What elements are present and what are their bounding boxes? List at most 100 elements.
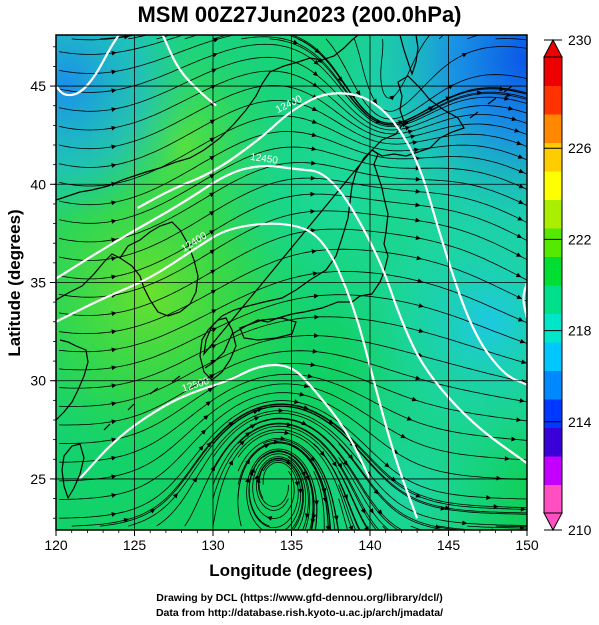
streamline xyxy=(59,210,527,298)
streamline xyxy=(338,457,390,530)
streamline xyxy=(257,457,305,530)
colorbar-segment xyxy=(544,427,562,457)
streamline-arrow xyxy=(412,140,418,146)
streamline-arrow xyxy=(111,107,117,112)
streamline-arrow xyxy=(355,90,361,96)
height-contour xyxy=(78,363,371,480)
streamline-arrow xyxy=(149,508,156,514)
streamline-arrow xyxy=(415,375,421,381)
streamline-arrow xyxy=(516,140,522,146)
streamline-arrow xyxy=(265,28,270,33)
streamline-arrow xyxy=(511,436,517,442)
colorbar-segment xyxy=(544,313,562,343)
streamline-arrow xyxy=(418,328,425,333)
streamline xyxy=(59,248,527,334)
streamline-arrow xyxy=(111,401,117,407)
streamline xyxy=(237,442,329,530)
streamline-arrow xyxy=(311,132,318,138)
y-tick-label: 30 xyxy=(30,373,46,389)
x-tick-label: 130 xyxy=(201,537,225,553)
coastline-japan-hokkaido xyxy=(371,75,465,157)
streamline xyxy=(59,100,527,168)
streamline-arrow xyxy=(198,445,204,451)
coastlines xyxy=(56,35,513,500)
streamline xyxy=(269,38,527,126)
streamline-arrow xyxy=(515,272,522,278)
streamline-arrow xyxy=(496,475,502,481)
y-tick-label: 25 xyxy=(30,471,46,487)
streamline-arrow xyxy=(254,416,260,421)
streamline-arrow xyxy=(472,530,477,535)
streamline-arrow xyxy=(407,129,414,135)
streamline-arrow xyxy=(310,362,316,368)
streamline-arrow xyxy=(416,255,422,261)
streamline-arrow xyxy=(389,95,395,101)
streamline xyxy=(59,270,527,353)
streamline-arrow xyxy=(518,168,525,174)
streamline-arrow xyxy=(228,421,234,427)
streamline-arrow xyxy=(461,52,468,58)
streamline-arrow xyxy=(317,57,323,64)
streamline-arrow xyxy=(309,456,315,462)
streamline xyxy=(71,403,527,527)
streamline-arrow xyxy=(506,92,512,98)
streamline-arrow xyxy=(292,39,299,45)
streamline-arrow xyxy=(266,516,273,521)
colorbar: 210 214 218 222 226 230 xyxy=(543,32,592,538)
streamline-arrow xyxy=(462,520,468,526)
streamline-arrow xyxy=(111,274,117,280)
streamline-arrow xyxy=(406,416,413,421)
colorbar-segment xyxy=(544,484,562,514)
streamline-arrow xyxy=(111,493,117,498)
streamline-arrow xyxy=(337,76,343,82)
streamline xyxy=(59,85,527,150)
streamline xyxy=(237,431,353,530)
streamline-arrow xyxy=(304,513,310,519)
streamline-arrow xyxy=(310,209,316,214)
streamline xyxy=(495,525,527,528)
streamline-arrow xyxy=(519,338,526,344)
streamline-arrow xyxy=(314,500,319,506)
streamline-arrow xyxy=(325,526,331,530)
streamline-arrow xyxy=(342,460,348,466)
streamline xyxy=(156,410,527,527)
streamline-arrow xyxy=(209,155,215,161)
streamline-arrow xyxy=(319,450,325,457)
coastline-korea xyxy=(119,221,199,317)
colorbar-tick-label: 226 xyxy=(568,140,592,156)
streamline-arrow xyxy=(373,489,379,495)
streamline-arrow xyxy=(410,134,416,140)
streamline xyxy=(246,448,318,530)
streamline-arrow xyxy=(111,69,117,75)
streamline xyxy=(382,525,388,530)
streamline-arrow xyxy=(212,52,218,58)
streamline xyxy=(59,294,527,371)
streamline-arrow xyxy=(519,398,525,403)
height-contour xyxy=(161,35,217,107)
colorbar-segment xyxy=(544,114,562,143)
streamline xyxy=(438,35,445,40)
streamline-arrow xyxy=(254,474,260,480)
streamline-arrow xyxy=(239,440,245,446)
streamline xyxy=(212,425,370,530)
colorbar-tick-label: 214 xyxy=(568,414,592,430)
streamline-arrow xyxy=(280,435,286,441)
credit-data: Data from http://database.rish.kyoto-u.a… xyxy=(155,607,444,619)
streamline xyxy=(338,498,349,530)
streamline-arrow xyxy=(111,437,117,443)
streamline-arrow xyxy=(517,216,523,221)
streamline-arrow xyxy=(519,30,524,35)
streamline xyxy=(59,335,527,407)
streamline xyxy=(59,400,527,519)
streamline-arrow xyxy=(299,391,305,397)
streamline-arrow xyxy=(517,154,524,159)
streamline-arrow xyxy=(172,493,178,499)
streamline-arrow xyxy=(518,183,525,189)
streamline-arrow xyxy=(400,433,406,439)
streamline xyxy=(258,458,304,530)
streamline-arrow xyxy=(517,317,524,322)
streamline-arrow xyxy=(516,233,523,238)
y-tick-label: 35 xyxy=(30,275,46,291)
streamline-arrow xyxy=(284,430,290,436)
